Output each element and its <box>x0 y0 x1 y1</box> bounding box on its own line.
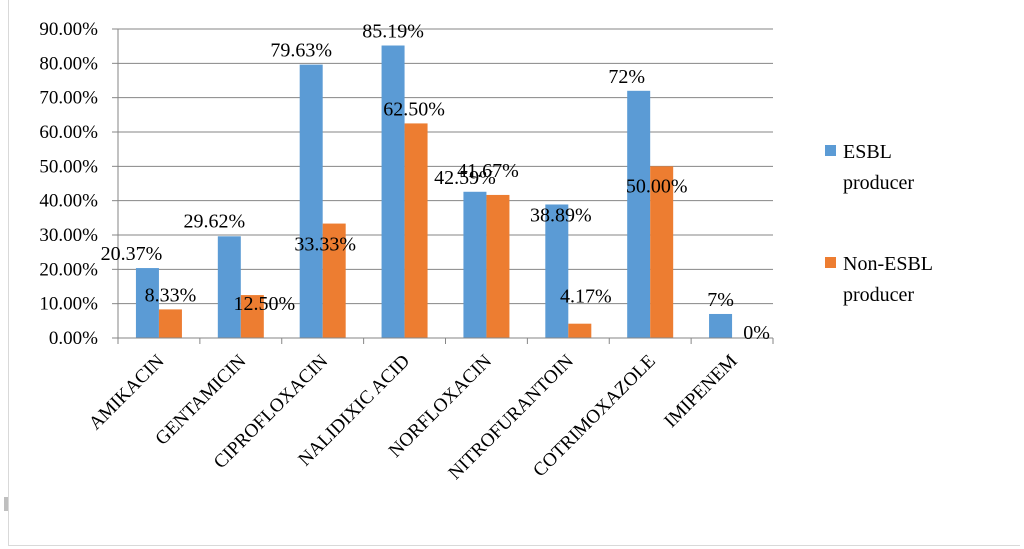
bar-non-esbl-0 <box>158 309 182 338</box>
bar-non-esbl-4 <box>486 194 510 338</box>
y-tick-label: 90.00% <box>39 19 98 40</box>
data-label: 7% <box>707 289 734 311</box>
data-label: 4.17% <box>560 286 612 308</box>
bar-esbl-6 <box>627 90 651 338</box>
y-tick-label: 30.00% <box>39 225 98 246</box>
data-label: 0% <box>743 322 770 344</box>
bar-esbl-3 <box>381 45 405 338</box>
data-label: 42.59% <box>434 167 496 189</box>
data-label: 29.62% <box>183 210 245 232</box>
bar-non-esbl-6 <box>650 166 674 338</box>
bar-esbl-4 <box>463 191 487 338</box>
y-tick-label: 80.00% <box>39 53 98 74</box>
bar-non-esbl-2 <box>322 223 346 338</box>
data-label: 62.50% <box>383 98 445 120</box>
data-label: 72% <box>608 66 645 88</box>
x-tick-label: AMIKACIN <box>85 350 169 434</box>
legend-label: producer <box>843 172 914 194</box>
bar-non-esbl-5 <box>568 323 592 338</box>
data-label: 12.50% <box>233 293 295 315</box>
y-tick-label: 10.00% <box>39 294 98 315</box>
y-tick-labels: 0.00% 10.00% 20.00% 30.00% 40.00% 50.00% 60.00… <box>39 19 98 349</box>
y-tick-label: 0.00% <box>49 328 98 349</box>
data-label: 85.19% <box>362 21 424 43</box>
bar-esbl-1 <box>217 236 241 338</box>
legend-swatch-non-esbl <box>825 257 836 268</box>
axes <box>112 28 774 344</box>
bars <box>135 45 733 339</box>
bar-esbl-0 <box>135 268 159 338</box>
bar-esbl-5 <box>545 204 569 338</box>
data-label: 79.63% <box>270 40 332 62</box>
x-tick-label: IMIPENEM <box>660 351 741 432</box>
data-label: 33.33% <box>294 234 356 256</box>
y-tick-label: 70.00% <box>39 88 98 109</box>
bar-esbl-7 <box>709 313 733 338</box>
y-tick-label: 60.00% <box>39 122 98 143</box>
data-label: 38.89% <box>530 204 592 226</box>
data-labels: 20.37% 29.62% 79.63% 85.19% 42.59% 38.89% 72% 7… <box>101 21 770 344</box>
y-tick-label: 40.00% <box>39 191 98 212</box>
data-label: 20.37% <box>101 243 163 265</box>
bar-non-esbl-3 <box>404 123 428 339</box>
y-tick-label: 50.00% <box>39 156 98 177</box>
bar-esbl-2 <box>299 64 323 338</box>
x-tick-labels: AMIKACINGENTAMICINCIPROFLOXACINNALIDIXIC… <box>85 350 742 483</box>
chart-frame <box>8 0 1020 546</box>
legend: ESBL producer Non-ESBL producer <box>825 141 933 306</box>
legend-label: Non-ESBL <box>843 253 933 275</box>
legend-label: producer <box>843 284 914 306</box>
y-tick-label: 20.00% <box>39 259 98 280</box>
legend-label: ESBL <box>843 141 892 163</box>
frame-edge-mark <box>4 497 8 511</box>
bar-non-esbl-1 <box>240 295 264 338</box>
data-label: 50.00% <box>626 175 688 197</box>
data-label: 8.33% <box>145 284 197 306</box>
data-label: 41.67% <box>457 160 519 182</box>
legend-swatch-esbl <box>825 145 836 156</box>
